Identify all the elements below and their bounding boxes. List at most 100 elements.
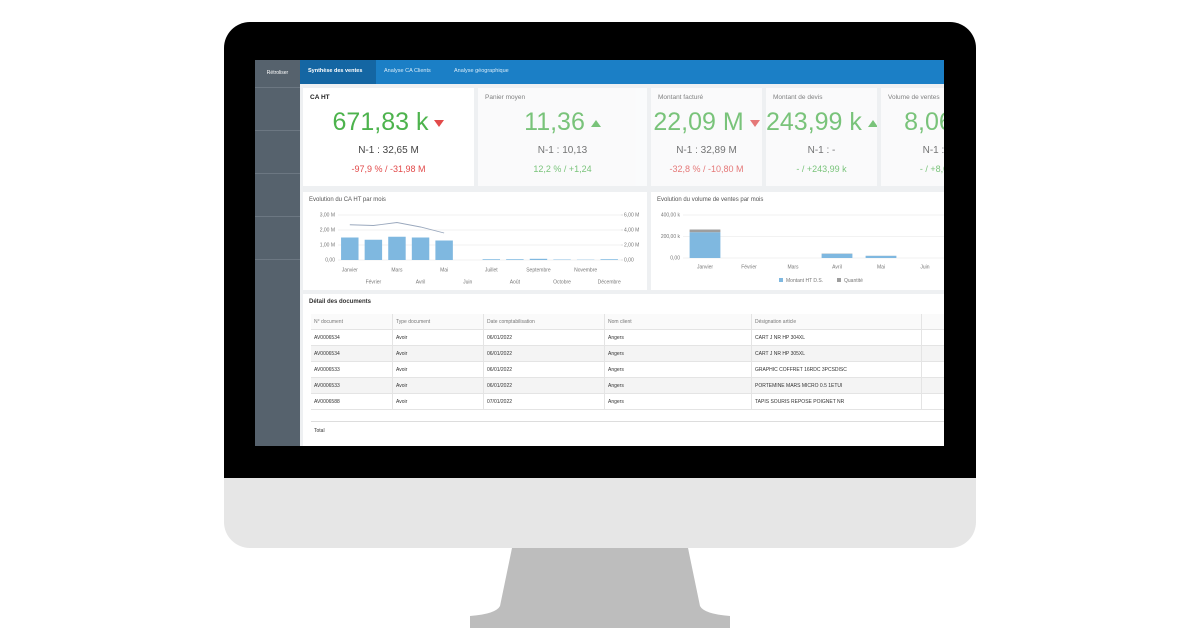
- sidebar: Rétroliser: [255, 60, 300, 446]
- table-cell: 06/01/2022: [484, 378, 605, 394]
- tab-bar: Synthèse des ventes Analyse CA Clients Ana…: [300, 60, 944, 84]
- bar: [411, 237, 430, 260]
- bar-segment: [821, 253, 853, 258]
- table-cell: GRAPHIC COFFRET 16RDC 3PCSDISC: [752, 362, 922, 378]
- bar: [529, 258, 548, 260]
- table-cell: Avoir: [393, 394, 484, 410]
- monitor-chin: [224, 478, 976, 548]
- chart-panel: Evolution du CA HT par mois 0,00 1,00 M 2,0…: [303, 192, 647, 290]
- x-tick-label: Mai: [440, 267, 448, 273]
- sidebar-separator: [255, 216, 300, 217]
- chart-title: Evolution du volume de ventes par mois: [657, 197, 764, 203]
- y-tick-label: 400,00 k: [661, 212, 681, 218]
- kpi-previous: N-1 : -: [807, 145, 836, 156]
- x-tick-label: Novembre: [574, 267, 597, 273]
- column-header: Nom client: [605, 314, 752, 330]
- kpi-title: CA HT: [310, 94, 330, 101]
- kpi-title: Montant facturé: [658, 94, 704, 101]
- table-cell: Angers: [605, 346, 752, 362]
- tab[interactable]: Analyse géographique: [454, 68, 509, 74]
- x-tick-label: Avril: [416, 279, 426, 285]
- x-tick-label: Avril: [832, 264, 842, 270]
- x-tick-label: Septembre: [526, 267, 551, 273]
- bar-segment: [689, 232, 721, 258]
- table-footer: Total: [311, 421, 944, 446]
- table-cell: AV0006588: [311, 394, 393, 410]
- y-tick-label: 200,00 k: [661, 234, 681, 240]
- kpi-card: Montant de devis 243,99 k N-1 : - - / +243,…: [766, 88, 877, 186]
- chart-title: Evolution du CA HT par mois: [309, 197, 386, 203]
- table-cell: Angers: [605, 330, 752, 346]
- sidebar-separator: [255, 173, 300, 174]
- bar-segment: [865, 255, 897, 258]
- kpi-value: 243,99 k: [766, 108, 877, 137]
- legend-swatch: [779, 278, 783, 282]
- bar: [388, 236, 406, 260]
- bar: [482, 259, 501, 260]
- kpi-delta: -32,8 % / -10,80 M: [669, 164, 744, 174]
- kpi-value: 671,83 k: [303, 108, 474, 137]
- table-cell: Avoir: [393, 362, 484, 378]
- y-tick-label: 2,00 M: [320, 227, 335, 233]
- kpi-value-text: 8,06: [904, 108, 944, 136]
- kpi-value: 8,06: [881, 108, 944, 137]
- table-cell: [922, 362, 944, 378]
- kpi-delta: - / +243,99 k: [796, 164, 847, 174]
- kpi-previous: N-1 : 10,13: [537, 145, 588, 156]
- stand-shape: [470, 548, 730, 628]
- x-tick-label: Juin: [463, 279, 472, 285]
- x-tick-label: Février: [741, 264, 757, 270]
- kpi-value-text: 22,09 M: [653, 108, 744, 136]
- kpi-previous: N-1 : 32,65 M: [358, 145, 419, 156]
- tab[interactable]: Analyse CA Clients: [384, 68, 431, 74]
- trend-arrow: [434, 119, 445, 127]
- tab[interactable]: Synthèse des ventes: [300, 60, 376, 84]
- table-cell: Avoir: [393, 330, 484, 346]
- legend-swatch: [837, 278, 841, 282]
- kpi-title: Panier moyen: [485, 94, 526, 101]
- trend-arrow: [590, 119, 601, 127]
- bar-segment: [689, 229, 721, 233]
- table-cell: CART J NR HP 304XL: [752, 330, 922, 346]
- table-cell: TAPIS SOURIS REPOSE POIGNET NR: [752, 394, 922, 410]
- bar: [364, 239, 383, 260]
- y-tick-label: 3,00 M: [320, 212, 335, 218]
- table-cell: 07/01/2022: [484, 394, 605, 410]
- kpi-value-text: 243,99 k: [766, 108, 862, 136]
- y-tick-label: 1,00 M: [320, 242, 335, 248]
- kpi-delta: -97,9 % / -31,98 M: [351, 164, 426, 174]
- kpi-previous: N-1 : -: [922, 145, 944, 156]
- table-cell: PORTEMINE MARS MICRO 0.5 1ETUI: [752, 378, 922, 394]
- kpi-delta: - / +8,06: [919, 164, 944, 174]
- x-tick-label: Mars: [787, 264, 799, 270]
- x-tick-label: Juillet: [485, 267, 498, 273]
- chart-panel: Evolution du volume de ventes par mois 0,…: [651, 192, 944, 290]
- x-tick-label: Décembre: [598, 279, 621, 285]
- table-cell: AV0006533: [311, 378, 393, 394]
- table-cell: 06/01/2022: [484, 330, 605, 346]
- dashboard-screen: Rétroliser Synthèse des ventes Analyse CA…: [255, 60, 944, 446]
- table-cell: AV0006533: [311, 362, 393, 378]
- kpi-card: Volume de ventes 8,06 N-1 : - - / +8,06: [881, 88, 944, 186]
- chart: 0,00 200,00 k 400,00 k Janvier Février Mars Av…: [661, 212, 944, 284]
- table-cell: Avoir: [393, 378, 484, 394]
- kpi-value-text: 671,83 k: [332, 108, 429, 136]
- table-cell: CART J NR HP 305XL: [752, 346, 922, 362]
- y2-tick-label: 0,00: [624, 257, 634, 263]
- x-tick-label: Janvier: [342, 267, 358, 273]
- table-cell: Angers: [605, 362, 752, 378]
- sidebar-label[interactable]: Rétroliser: [266, 70, 289, 76]
- column-header: Date comptabilisation: [484, 314, 605, 330]
- x-tick-label: Août: [510, 279, 521, 285]
- sidebar-separator: [255, 130, 300, 131]
- y-tick-label: 0,00: [325, 257, 335, 263]
- column-header: Type document: [393, 314, 484, 330]
- table-cell: [922, 394, 944, 410]
- x-tick-label: Janvier: [697, 264, 713, 270]
- legend-label: Montant HT D.S.: [786, 278, 823, 284]
- bar: [341, 237, 359, 260]
- bar: [506, 259, 524, 260]
- line-series: [349, 222, 445, 234]
- table-cell: [922, 378, 944, 394]
